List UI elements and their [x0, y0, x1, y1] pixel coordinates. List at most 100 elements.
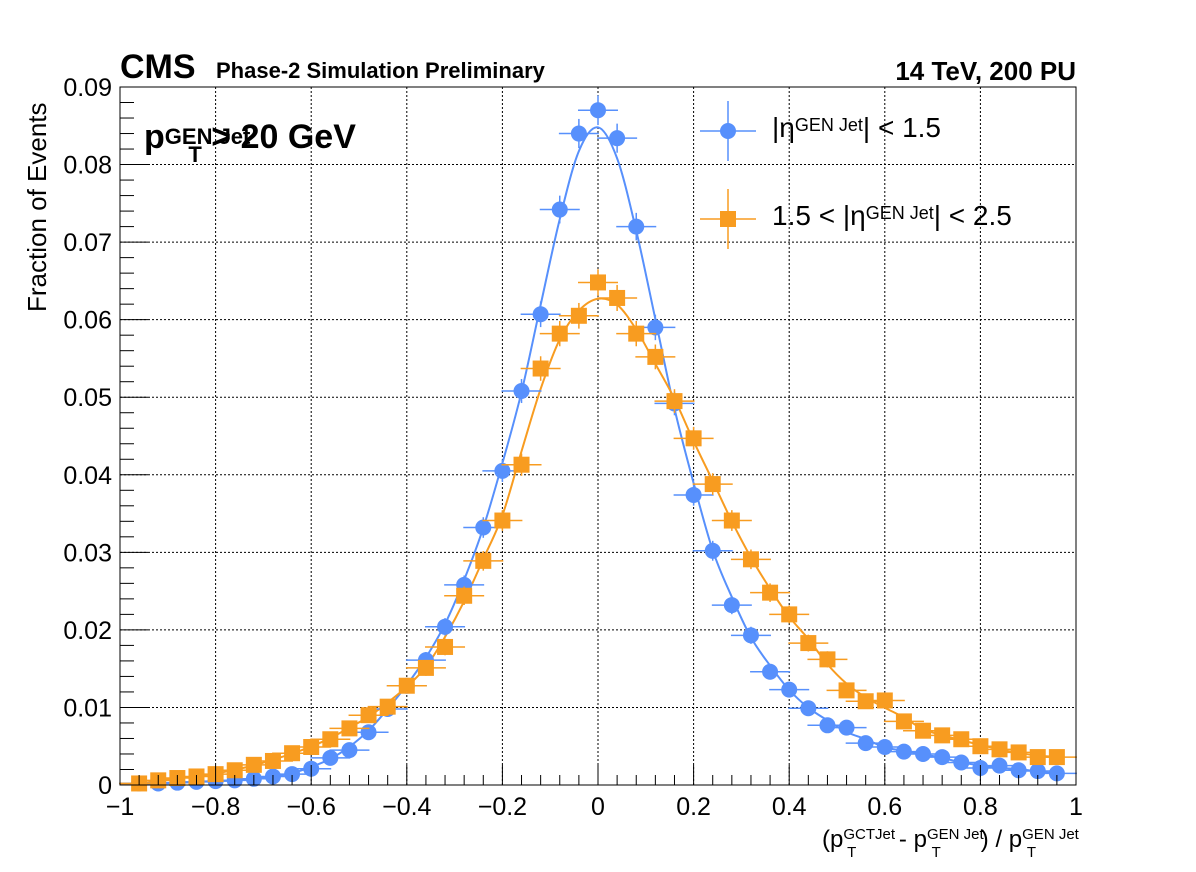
y-tick-label: 0.04 [63, 462, 112, 490]
data-point-series-1 [915, 745, 932, 762]
data-point-series-1 [494, 462, 511, 479]
data-point-series-1 [570, 125, 587, 142]
fit-curve-series-2 [119, 297, 1057, 785]
data-point-series-1 [934, 749, 951, 766]
data-point-series-2 [475, 552, 492, 569]
y-axis-title: Fraction of Events [22, 102, 52, 312]
data-point-series-1 [857, 735, 874, 752]
data-point-series-2 [360, 707, 377, 724]
data-point-series-1 [284, 766, 301, 783]
data-point-series-2 [991, 741, 1008, 758]
data-point-series-2 [264, 752, 281, 769]
y-tick-label: 0 [98, 772, 112, 800]
data-point-series-1 [1010, 762, 1027, 779]
data-point-series-2 [838, 682, 855, 699]
data-point-series-2 [800, 635, 817, 652]
data-point-series-1 [895, 743, 912, 760]
data-point-series-1 [475, 519, 492, 536]
data-point-series-1 [609, 130, 626, 147]
legend-marker-series-1 [720, 123, 736, 139]
data-point-series-2 [284, 745, 301, 762]
data-point-series-1 [991, 757, 1008, 774]
x-tick-label: 0 [591, 793, 605, 821]
data-point-series-1 [953, 754, 970, 771]
data-point-series-2 [953, 731, 970, 748]
data-point-series-1 [322, 749, 339, 766]
data-point-series-1 [628, 218, 645, 235]
data-point-series-2 [895, 713, 912, 730]
data-point-series-2 [513, 456, 530, 473]
axis-ticks: −1 −0.8 −0.6 −0.4 −0.2 0 0.2 0.4 0.6 0.8 1 0 0.01 0.0… [63, 74, 1083, 821]
x-tick-label: −0.6 [287, 793, 336, 821]
data-point-series-2 [762, 584, 779, 601]
data-point-series-1 [590, 102, 606, 119]
data-point-series-2 [857, 693, 874, 710]
data-point-series-1 [341, 742, 358, 759]
data-point-series-2 [437, 638, 454, 655]
y-tick-label: 0.08 [63, 152, 112, 180]
data-point-series-2 [723, 512, 740, 529]
y-tick-label: 0.02 [63, 617, 112, 645]
experiment-label: CMS [120, 48, 196, 86]
x-tick-label: 0.2 [676, 793, 711, 821]
data-point-series-2 [532, 360, 549, 377]
data-points [119, 95, 1077, 792]
data-point-series-1 [647, 319, 664, 336]
data-point-series-2 [322, 731, 339, 748]
data-point-series-1 [800, 700, 817, 717]
data-point-series-2 [609, 289, 626, 306]
legend-entry-central: |ηGEN Jet| < 1.5 [772, 112, 941, 143]
x-tick-label: −0.2 [478, 793, 527, 821]
y-tick-label: 0.05 [63, 384, 112, 412]
data-point-series-2 [303, 738, 320, 755]
data-point-series-2 [245, 756, 262, 773]
data-point-series-1 [742, 627, 759, 644]
data-point-series-2 [685, 430, 702, 447]
data-point-series-2 [915, 722, 932, 739]
data-point-series-2 [494, 512, 511, 529]
data-point-series-2 [704, 476, 721, 493]
data-point-series-2 [972, 738, 989, 755]
data-point-series-2 [341, 720, 358, 737]
legend-markers [700, 101, 756, 249]
data-point-series-2 [934, 727, 951, 744]
data-point-series-1 [1029, 763, 1046, 780]
data-point-series-1 [1048, 765, 1065, 782]
y-tick-label: 0.09 [63, 74, 112, 102]
x-tick-label: 0.4 [772, 793, 807, 821]
data-point-series-1 [819, 717, 836, 734]
data-point-series-2 [1010, 744, 1027, 761]
data-point-series-1 [762, 663, 779, 680]
data-point-series-1 [704, 542, 721, 559]
data-point-series-2 [398, 677, 415, 694]
data-point-series-2 [876, 692, 893, 709]
data-point-series-1 [838, 719, 855, 736]
data-point-series-1 [781, 681, 798, 698]
data-point-series-2 [666, 393, 683, 410]
x-tick-label: −0.8 [191, 793, 240, 821]
status-label: Phase-2 Simulation Preliminary [216, 58, 545, 83]
data-point-series-2 [742, 551, 759, 568]
x-axis-title: (pGCTJetT - pGEN JetT) / pGEN JetT [822, 826, 1079, 861]
data-point-series-2 [590, 274, 606, 291]
data-point-series-2 [379, 698, 396, 715]
data-point-series-1 [551, 201, 568, 218]
data-point-series-2 [781, 606, 798, 623]
x-tick-label: 0.6 [867, 793, 902, 821]
data-point-series-1 [437, 618, 454, 635]
data-point-series-2 [819, 651, 836, 668]
x-tick-label: 1 [1069, 793, 1083, 821]
x-tick-label: −1 [106, 793, 135, 821]
energy-label: 14 TeV, 200 PU [895, 56, 1076, 86]
data-point-series-2 [647, 348, 664, 365]
grid [120, 87, 1076, 785]
x-tick-label: −0.4 [382, 793, 431, 821]
data-point-series-2 [628, 325, 645, 342]
data-point-series-1 [513, 383, 530, 400]
data-point-series-2 [226, 762, 243, 779]
y-tick-label: 0.07 [63, 229, 112, 257]
data-point-series-2 [417, 659, 434, 676]
y-tick-label: 0.06 [63, 307, 112, 335]
data-point-series-2 [551, 325, 568, 342]
